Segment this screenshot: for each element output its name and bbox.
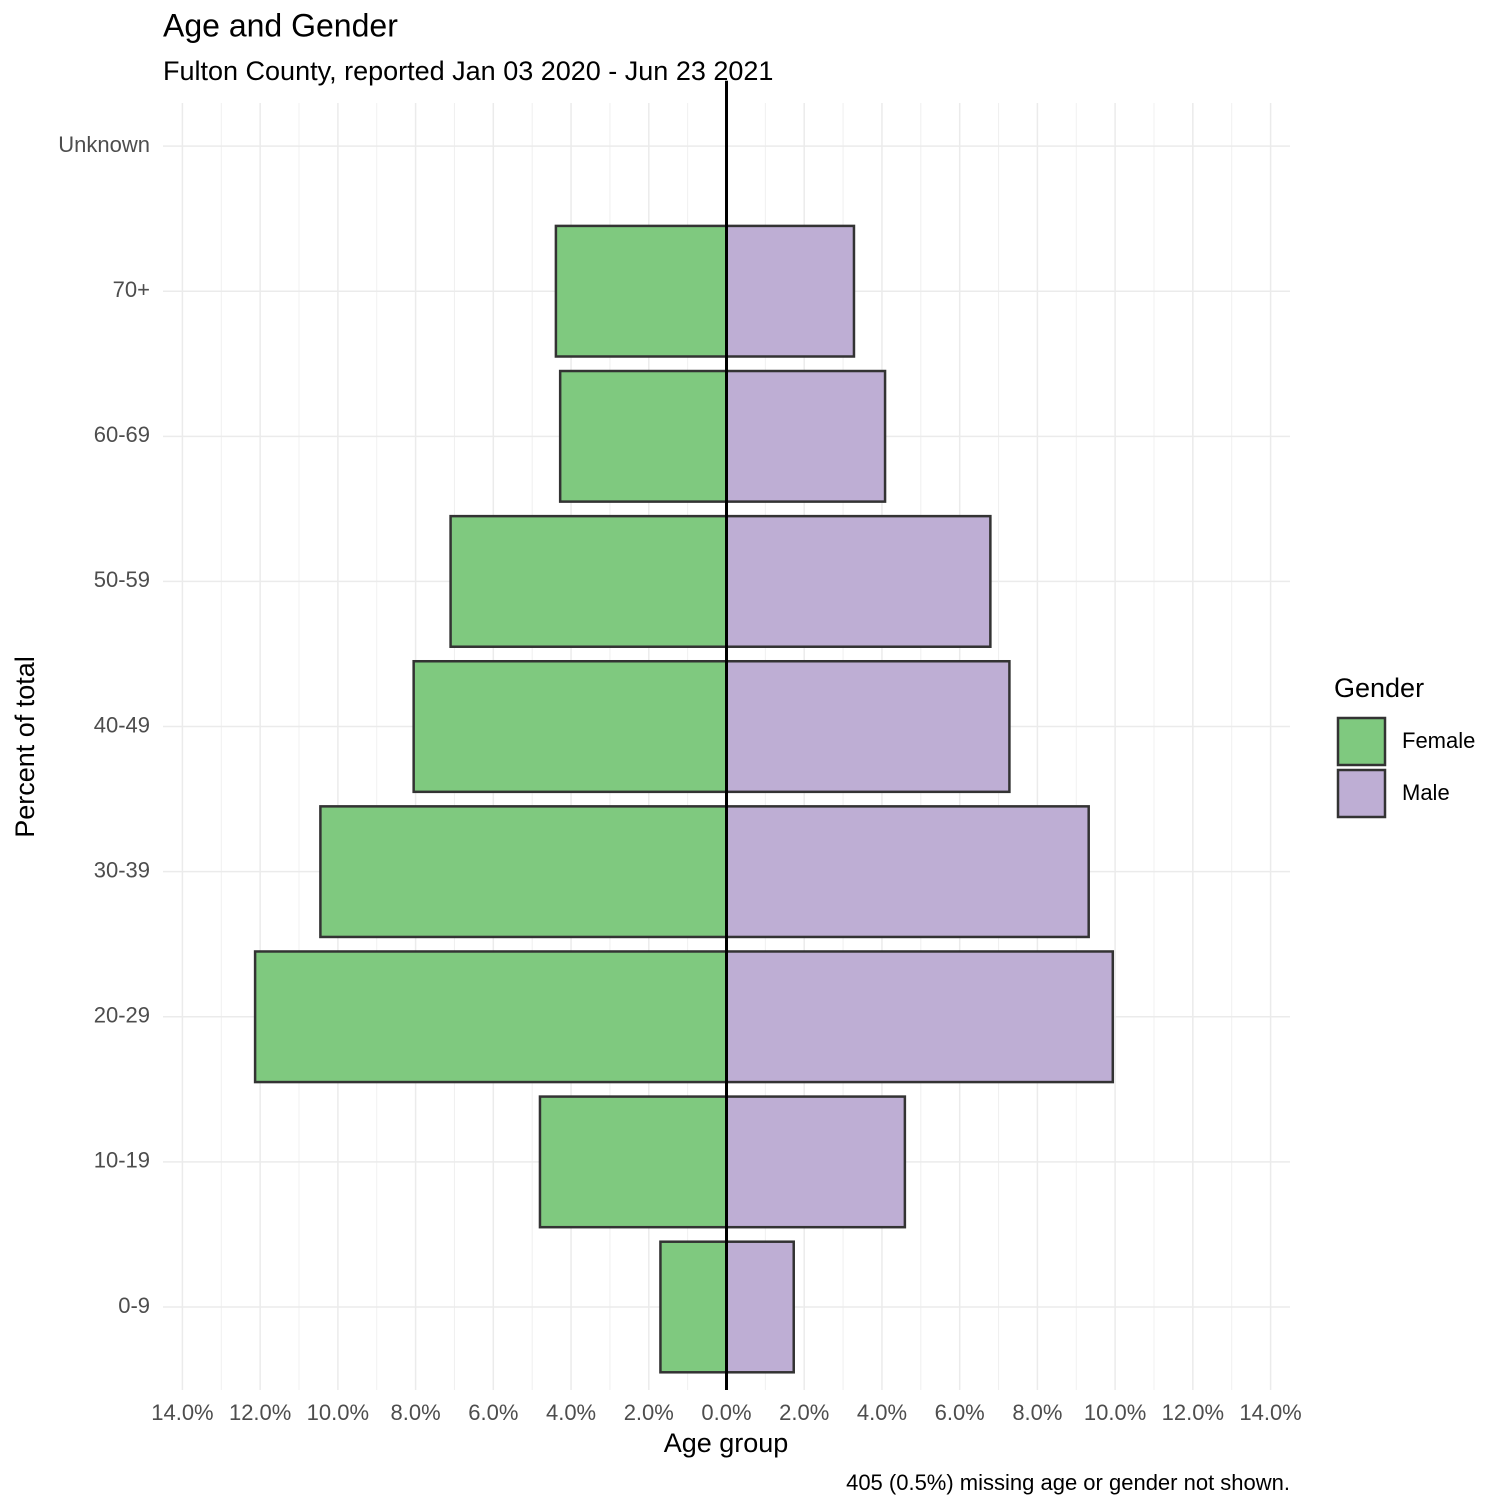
bar xyxy=(725,1095,907,1229)
x-tick-label: 0.0% xyxy=(701,1400,751,1425)
x-tick-label: 10.0% xyxy=(307,1400,369,1425)
x-tick-label: 2.0% xyxy=(779,1400,829,1425)
caption: 405 (0.5%) missing age or gender not sho… xyxy=(846,1470,1290,1495)
x-tick-label: 12.0% xyxy=(229,1400,291,1425)
x-tick-label: 8.0% xyxy=(391,1400,441,1425)
bar xyxy=(253,950,728,1084)
bar xyxy=(449,514,728,648)
bar xyxy=(538,1095,728,1229)
y-tick-label: 30-39 xyxy=(94,857,150,882)
x-tick-label: 4.0% xyxy=(546,1400,596,1425)
legend-title: Gender xyxy=(1334,673,1424,703)
y-tick-label: 40-49 xyxy=(94,712,150,737)
x-tick-label: 10.0% xyxy=(1084,1400,1146,1425)
bar xyxy=(725,224,856,358)
y-tick-label: 70+ xyxy=(113,277,150,302)
y-tick-label: 60-69 xyxy=(94,422,150,447)
bar xyxy=(412,659,728,794)
x-tick-label: 4.0% xyxy=(857,1400,907,1425)
bar xyxy=(725,805,1090,939)
x-tick-label: 14.0% xyxy=(151,1400,213,1425)
x-tick-label: 14.0% xyxy=(1239,1400,1301,1425)
bar xyxy=(725,659,1011,794)
chart-title: Age and Gender xyxy=(163,7,398,43)
x-tick-label: 6.0% xyxy=(935,1400,985,1425)
chart-subtitle: Fulton County, reported Jan 03 2020 - Ju… xyxy=(163,56,773,86)
legend-label: Female xyxy=(1402,728,1475,753)
bar xyxy=(725,950,1115,1084)
legend-key xyxy=(1336,768,1387,819)
bar xyxy=(725,369,887,503)
bar xyxy=(558,369,728,503)
y-tick-label: 20-29 xyxy=(94,1003,150,1028)
legend-label: Male xyxy=(1402,780,1450,805)
y-tick-label: 10-19 xyxy=(94,1148,150,1173)
legend-key xyxy=(1336,716,1387,767)
y-tick-label: 0-9 xyxy=(118,1293,150,1318)
bar xyxy=(659,1240,728,1374)
bar xyxy=(554,224,728,358)
y-axis-title: Percent of total xyxy=(10,656,40,838)
x-tick-label: 6.0% xyxy=(468,1400,518,1425)
x-axis-title: Age group xyxy=(664,1428,789,1458)
y-tick-label: Unknown xyxy=(58,132,150,157)
x-tick-label: 12.0% xyxy=(1162,1400,1224,1425)
x-tick-label: 2.0% xyxy=(624,1400,674,1425)
bar xyxy=(725,514,992,648)
x-tick-label: 8.0% xyxy=(1012,1400,1062,1425)
y-tick-label: 50-59 xyxy=(94,567,150,592)
bar xyxy=(319,805,728,939)
bar xyxy=(725,1240,795,1374)
